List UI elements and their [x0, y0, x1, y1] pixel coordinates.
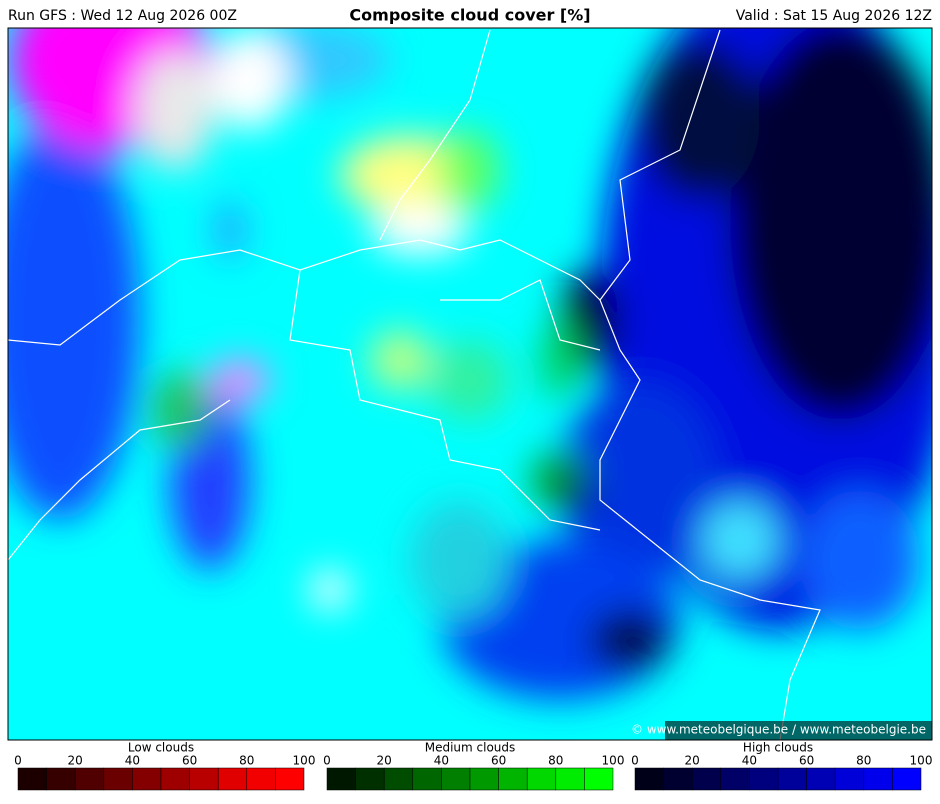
legend-tick-label: 40 — [742, 754, 757, 768]
legend-tick-label: 40 — [434, 754, 449, 768]
legend-swatch — [663, 767, 693, 791]
legend-swatch — [74, 767, 105, 791]
legend-tick-label: 80 — [548, 754, 563, 768]
legend-swatch — [132, 767, 162, 791]
legend-swatch — [584, 767, 614, 791]
copyright: © www.meteobelgique.be / www.meteobelgie… — [631, 723, 926, 737]
legend-swatch — [160, 767, 190, 791]
legend-swatch — [863, 767, 893, 791]
legend-swatch — [526, 767, 557, 791]
legend-swatch — [691, 767, 722, 791]
legend-swatch — [498, 767, 528, 791]
legend-tick-label: 40 — [125, 754, 140, 768]
legend-swatch — [383, 767, 414, 791]
legend-tick-label: 60 — [182, 754, 197, 768]
legend-swatch — [189, 767, 219, 791]
legend-title: Low clouds — [128, 741, 194, 755]
legend-title: Medium clouds — [425, 741, 516, 755]
legend-swatch — [806, 767, 836, 791]
legend-tick-label: 0 — [323, 754, 331, 768]
map-frame — [7, 27, 933, 741]
legend-tick-label: 100 — [602, 754, 625, 768]
legend-swatch — [326, 767, 356, 791]
legend-swatch — [355, 767, 385, 791]
legend-tick-label: 20 — [377, 754, 392, 768]
legend-swatch — [892, 767, 922, 791]
legend-tick-label: 20 — [685, 754, 700, 768]
cloud-map: © www.meteobelgique.be / www.meteobelgie… — [8, 28, 932, 740]
legend-tick-label: 100 — [293, 754, 316, 768]
legend-tick-label: 100 — [910, 754, 933, 768]
legend-swatch — [834, 767, 865, 791]
legend-tick-label: 80 — [239, 754, 254, 768]
legend-swatch — [246, 767, 276, 791]
legend-swatch — [46, 767, 76, 791]
valid-label: Valid : Sat 15 Aug 2026 12Z — [736, 8, 932, 24]
legend-tick-label: 80 — [856, 754, 871, 768]
legend-swatch — [17, 767, 47, 791]
legend-swatch — [777, 767, 807, 791]
legend-tick-label: 20 — [68, 754, 83, 768]
legend-title: High clouds — [743, 741, 813, 755]
legend-swatch — [720, 767, 750, 791]
run-label: Run GFS : Wed 12 Aug 2026 00Z — [8, 8, 237, 24]
legend-swatch — [441, 767, 471, 791]
legend-tick-label: 60 — [799, 754, 814, 768]
legend-swatch — [217, 767, 248, 791]
legend-tick-label: 0 — [14, 754, 22, 768]
legend-tick-label: 60 — [491, 754, 506, 768]
map-title: Composite cloud cover [%] — [349, 6, 590, 25]
legend-swatch — [103, 767, 133, 791]
legend-swatch — [634, 767, 664, 791]
borders — [8, 29, 821, 740]
legend-swatch — [275, 767, 305, 791]
legend-swatch — [749, 767, 779, 791]
legend-swatch — [555, 767, 585, 791]
legend-tick-label: 0 — [631, 754, 639, 768]
legends: Low clouds 0 20 40 60 80 100 Medium clouds 0 20 40… — [14, 741, 932, 791]
legend-swatch — [412, 767, 442, 791]
legend-swatch — [469, 767, 499, 791]
